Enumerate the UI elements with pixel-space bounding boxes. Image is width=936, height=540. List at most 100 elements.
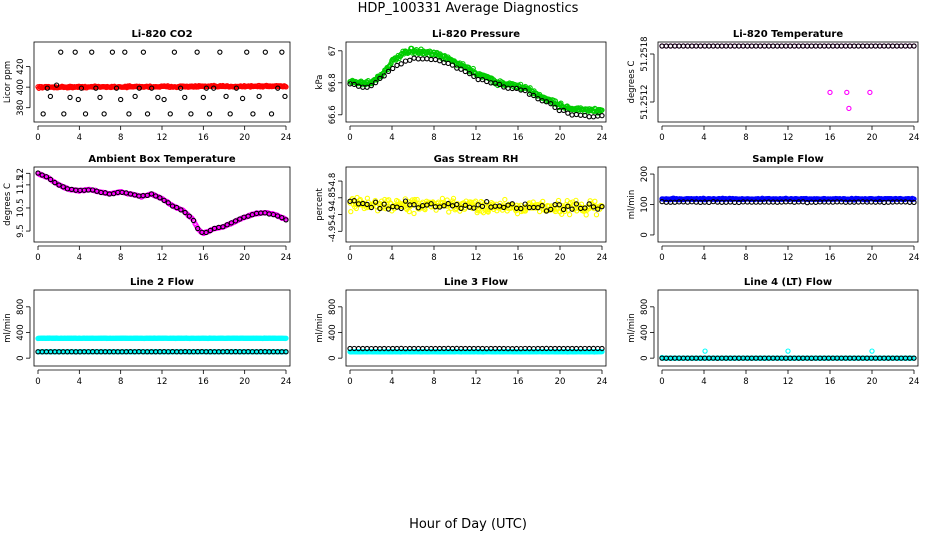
data-point <box>719 43 725 49</box>
data-point <box>223 93 229 100</box>
data-point <box>217 49 223 55</box>
x-tick-label: 8 <box>118 377 123 387</box>
plot-frame <box>657 289 919 367</box>
data-point <box>548 206 554 212</box>
series-black <box>35 170 289 236</box>
x-tick-label: 24 <box>909 133 920 143</box>
y-tick-label: 12 <box>16 168 26 179</box>
data-point <box>56 182 62 188</box>
plot-frame <box>345 289 607 367</box>
data-point <box>449 62 456 68</box>
panel-title: Sample Flow <box>752 154 824 165</box>
data-point <box>136 85 142 91</box>
data-point <box>394 62 400 69</box>
data-point <box>122 49 128 55</box>
data-point <box>372 199 379 205</box>
panel-title: Line 4 (LT) Flow <box>744 277 832 288</box>
x-tick-label: 8 <box>118 133 123 143</box>
data-point <box>539 202 545 209</box>
x-tick-label: 20 <box>555 377 566 387</box>
data-point <box>155 94 161 101</box>
data-point <box>153 193 159 199</box>
y-axis-label: kPa <box>315 75 325 90</box>
panel-rh: Gas Stream RH 0 4 8 12 16 20 24 -4.95-4.9-4.85-4… <box>315 154 607 263</box>
x-tick-label: 24 <box>597 133 608 143</box>
data-point <box>148 191 155 197</box>
data-point <box>186 213 192 219</box>
y-axis-label: degrees C <box>3 183 13 226</box>
data-point <box>770 43 776 49</box>
data-point <box>868 43 874 49</box>
data-point <box>749 43 755 49</box>
data-point <box>411 202 417 208</box>
data-point <box>118 96 124 103</box>
data-point <box>697 43 704 49</box>
data-point <box>385 68 392 75</box>
data-point <box>740 43 746 49</box>
x-tick-label: 0 <box>35 253 40 263</box>
data-point <box>167 111 173 117</box>
x-tick-label: 4 <box>389 133 394 143</box>
data-point <box>475 76 481 83</box>
y-tick-label: 0 <box>640 232 650 237</box>
x-tick-label: 12 <box>783 377 794 387</box>
x-tick-label: 16 <box>825 377 836 387</box>
data-point <box>149 85 155 91</box>
data-point <box>723 43 729 49</box>
data-point <box>377 75 383 82</box>
data-point <box>446 209 452 215</box>
data-point <box>412 196 418 203</box>
data-point <box>599 107 605 113</box>
data-point <box>583 212 589 218</box>
x-tick-label: 0 <box>347 253 352 263</box>
x-tick-label: 16 <box>198 133 209 143</box>
x-tick-label: 0 <box>659 133 664 143</box>
data-point <box>220 224 226 230</box>
data-point <box>595 206 601 212</box>
data-point <box>381 73 387 79</box>
data-point <box>471 205 477 211</box>
data-point <box>872 43 879 49</box>
data-point <box>206 111 213 117</box>
data-point <box>411 210 417 217</box>
page-title: HDP_100331 Average Diagnostics <box>357 1 579 16</box>
data-point <box>109 49 116 55</box>
data-point <box>89 49 95 55</box>
data-point <box>283 335 289 341</box>
plot-frame <box>33 166 291 243</box>
y-tick-label: 10.5 <box>16 198 26 217</box>
y-tick-label: 800 <box>16 299 26 315</box>
data-point <box>398 205 404 212</box>
data-point <box>843 43 849 49</box>
y-tick-label: 400 <box>16 79 26 95</box>
x-tick-label: 24 <box>281 377 292 387</box>
data-point <box>894 43 900 49</box>
y-axis-label: Licor ppm <box>3 61 13 103</box>
x-axis-caption: Hour of Day (UTC) <box>409 517 527 532</box>
data-point <box>582 205 588 211</box>
data-point <box>706 43 712 49</box>
data-point <box>911 355 917 361</box>
data-point <box>237 216 243 222</box>
data-point <box>592 198 598 204</box>
x-tick-label: 8 <box>431 133 436 143</box>
data-point <box>171 49 178 55</box>
x-tick-label: 24 <box>597 377 608 387</box>
data-point <box>513 85 520 92</box>
data-point <box>78 85 85 91</box>
y-tick-label: -4.8 <box>328 173 338 190</box>
series-black <box>659 43 917 49</box>
data-point <box>684 43 691 49</box>
data-point <box>479 203 486 210</box>
data-point <box>599 345 605 352</box>
data-point <box>501 204 507 211</box>
data-point <box>566 212 573 218</box>
data-point <box>496 81 503 88</box>
y-axis-label: ml/min <box>3 313 13 343</box>
y-tick-label: 800 <box>640 299 650 315</box>
y-tick-label: -4.85 <box>328 187 338 209</box>
data-point <box>275 85 281 91</box>
data-point <box>509 201 515 207</box>
